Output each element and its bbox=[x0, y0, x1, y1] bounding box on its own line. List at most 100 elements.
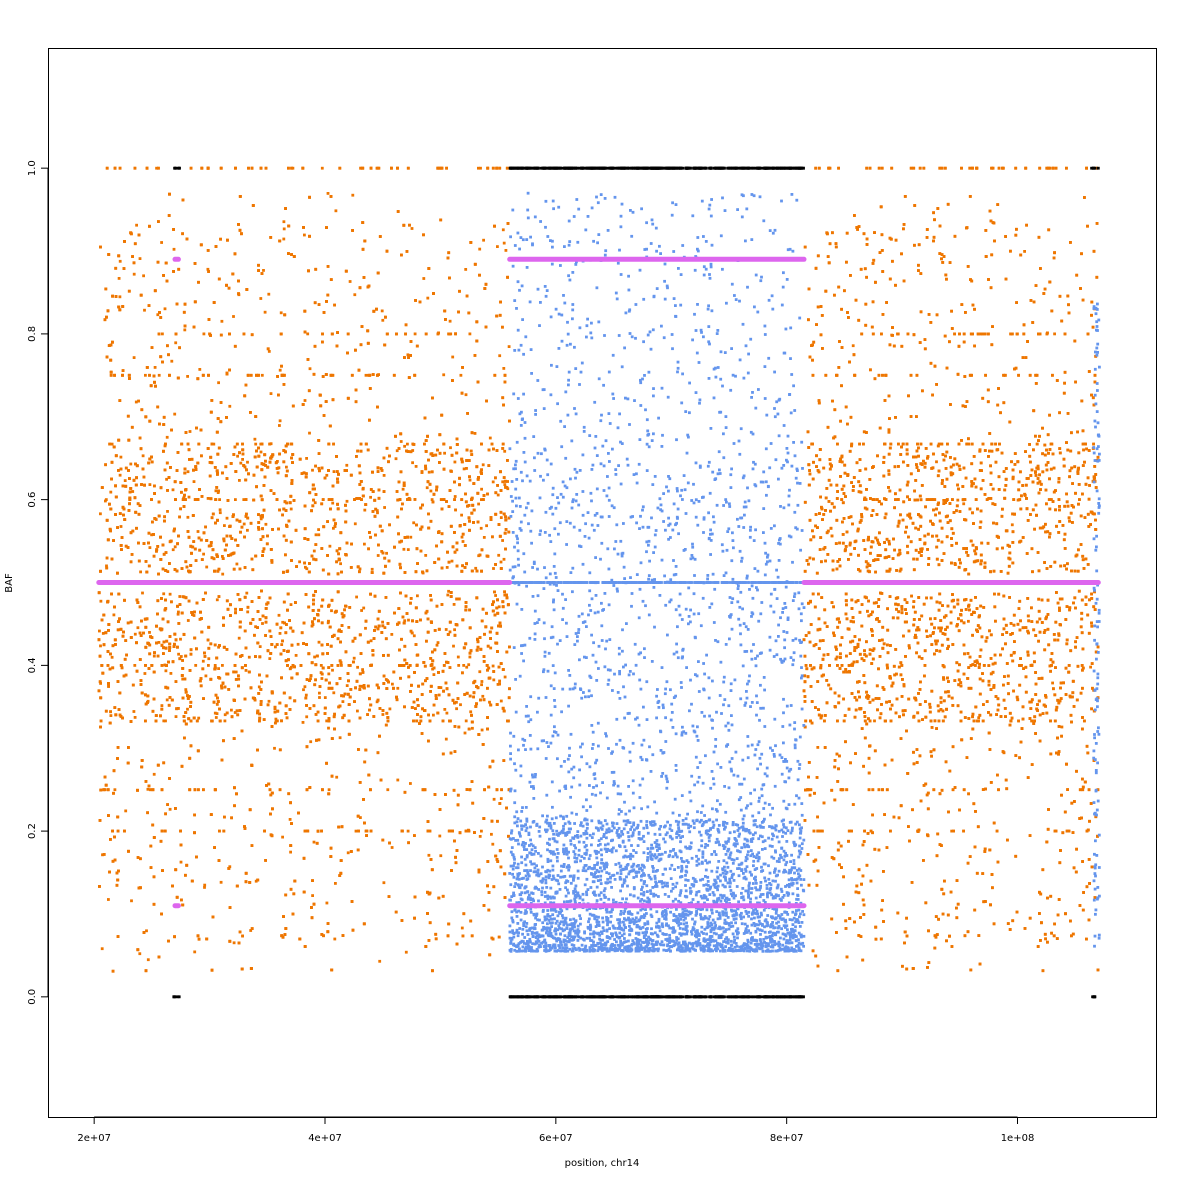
baf-point-balanced bbox=[339, 562, 342, 566]
baf-point-balanced bbox=[362, 684, 366, 687]
baf-point-balanced bbox=[337, 552, 340, 556]
baf-point-balanced bbox=[124, 809, 128, 813]
baf-point-balanced bbox=[150, 346, 154, 349]
baf-point-balanced bbox=[355, 595, 358, 599]
baf-point-balanced bbox=[503, 449, 507, 453]
baf-point-balanced bbox=[207, 318, 211, 321]
baf-point-balanced bbox=[278, 701, 282, 705]
baf-point-balanced bbox=[432, 703, 436, 707]
baf-point-balanced bbox=[376, 554, 380, 557]
baf-point-balanced bbox=[183, 328, 187, 332]
baf-point-balanced bbox=[288, 667, 292, 671]
baf-point-balanced bbox=[330, 498, 334, 501]
baf-point-balanced bbox=[242, 522, 246, 526]
baf-point-balanced bbox=[333, 937, 337, 941]
baf-point-balanced bbox=[145, 366, 149, 369]
baf-point-balanced bbox=[330, 664, 334, 667]
baf-point-balanced bbox=[269, 489, 273, 492]
baf-point-balanced bbox=[141, 454, 145, 458]
baf-point-balanced bbox=[492, 670, 496, 673]
baf-point-balanced bbox=[334, 522, 337, 525]
baf-point-balanced bbox=[275, 467, 279, 470]
baf-point-balanced bbox=[257, 526, 260, 529]
baf-point-balanced bbox=[139, 634, 143, 637]
baf-point-balanced bbox=[436, 641, 440, 644]
baf-point-balanced bbox=[163, 663, 167, 667]
baf-point-balanced bbox=[427, 470, 431, 474]
baf-point-balanced bbox=[354, 829, 358, 833]
baf-point-balanced bbox=[183, 471, 187, 475]
baf-point-balanced bbox=[235, 709, 239, 713]
baf-point-balanced bbox=[187, 495, 191, 499]
baf-point-balanced bbox=[165, 698, 169, 702]
baf-point-balanced bbox=[328, 625, 332, 629]
baf-point-balanced bbox=[124, 639, 128, 642]
baf-point-balanced bbox=[217, 489, 220, 493]
baf-point-balanced bbox=[245, 288, 249, 291]
baf-point-balanced bbox=[503, 896, 507, 899]
baf-point-balanced bbox=[149, 844, 153, 848]
baf-point-balanced bbox=[303, 399, 307, 402]
baf-point-balanced bbox=[113, 706, 117, 709]
baf-point-balanced bbox=[327, 666, 331, 669]
baf-point-balanced bbox=[300, 631, 304, 635]
baf-point-balanced bbox=[489, 646, 493, 650]
baf-point-balanced bbox=[248, 881, 252, 884]
baf-point-balanced bbox=[326, 293, 330, 297]
baf-point-balanced bbox=[316, 829, 320, 833]
baf-point-balanced bbox=[406, 442, 409, 446]
baf-point-balanced bbox=[487, 666, 491, 670]
baf-point-balanced bbox=[119, 664, 123, 667]
baf-point-balanced bbox=[215, 712, 219, 715]
baf-point-balanced bbox=[429, 657, 433, 660]
baf-point-balanced bbox=[197, 280, 200, 284]
baf-point-balanced bbox=[250, 333, 254, 337]
baf-point-balanced bbox=[189, 564, 193, 567]
baf-point-balanced bbox=[165, 461, 169, 465]
baf-point-balanced bbox=[217, 277, 221, 281]
baf-point-balanced bbox=[453, 480, 456, 484]
baf-point-balanced bbox=[118, 295, 122, 299]
baf-point-balanced bbox=[141, 591, 144, 595]
baf-point-balanced bbox=[428, 482, 432, 486]
baf-point-balanced bbox=[464, 492, 467, 496]
baf-point-balanced bbox=[168, 807, 172, 811]
baf-point-balanced bbox=[137, 512, 141, 516]
baf-point-balanced bbox=[180, 567, 184, 570]
baf-point-balanced bbox=[321, 568, 325, 572]
baf-point-balanced bbox=[504, 528, 508, 531]
baf-point-balanced bbox=[383, 556, 387, 560]
baf-point-balanced bbox=[499, 560, 503, 564]
baf-point-balanced bbox=[414, 465, 418, 468]
baf-point-balanced bbox=[410, 631, 414, 635]
baf-point-balanced bbox=[392, 670, 396, 674]
baf-point-balanced bbox=[117, 620, 120, 623]
baf-point-balanced bbox=[111, 859, 115, 863]
baf-point-balanced bbox=[124, 673, 128, 677]
baf-point-balanced bbox=[238, 620, 242, 624]
baf-point-balanced bbox=[179, 481, 183, 484]
baf-point-balanced bbox=[208, 474, 212, 478]
baf-point-balanced bbox=[279, 311, 283, 315]
baf-point-balanced bbox=[185, 863, 189, 867]
baf-point-balanced bbox=[497, 665, 501, 669]
baf-point-balanced bbox=[358, 471, 362, 475]
baf-point-balanced bbox=[97, 638, 101, 642]
baf-point-balanced bbox=[250, 927, 254, 930]
baf-point-balanced bbox=[249, 621, 253, 625]
baf-point-balanced bbox=[364, 626, 367, 630]
baf-point-balanced bbox=[165, 639, 169, 643]
baf-point-balanced bbox=[493, 373, 497, 377]
baf-point-balanced bbox=[308, 562, 311, 565]
baf-point-balanced bbox=[501, 228, 505, 232]
baf-point-balanced bbox=[306, 332, 310, 336]
baf-point-balanced bbox=[166, 489, 169, 492]
baf-point-balanced bbox=[433, 629, 437, 632]
baf-point-balanced bbox=[497, 553, 501, 557]
baf-point-balanced bbox=[404, 323, 408, 327]
baf-point-balanced bbox=[140, 408, 144, 412]
baf-point-balanced bbox=[404, 332, 407, 336]
baf-point-balanced bbox=[247, 166, 250, 170]
baf-point-balanced bbox=[485, 611, 488, 615]
baf-point-balanced bbox=[405, 449, 408, 453]
